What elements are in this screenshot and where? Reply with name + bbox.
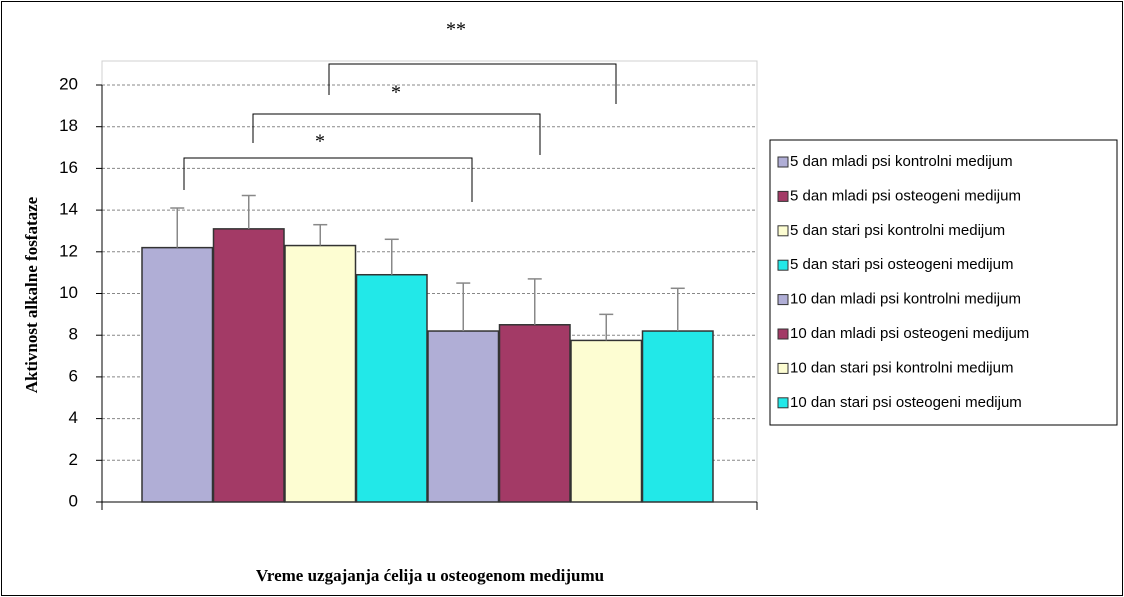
legend-label: 5 dan stari psi osteogeni medijum <box>790 256 1013 273</box>
y-tick-label: 0 <box>69 491 78 510</box>
y-tick-label: 4 <box>69 408 78 427</box>
legend-label: 10 dan mladi psi osteogeni medijum <box>790 325 1029 342</box>
significance-label: * <box>391 82 401 104</box>
significance-bracket <box>183 157 473 202</box>
significance-bracket <box>252 113 541 155</box>
bar <box>641 330 714 503</box>
legend-swatch <box>777 362 789 374</box>
legend-label: 10 dan mladi psi kontrolni medijum <box>790 291 1021 308</box>
legend-swatch <box>777 156 789 168</box>
significance-label: * <box>315 131 325 153</box>
y-tick-label: 18 <box>59 116 78 135</box>
legend-box <box>769 139 1118 426</box>
y-tick-label: 14 <box>59 200 78 219</box>
legend-swatch <box>777 190 789 202</box>
legend-label: 5 dan stari psi kontrolni medijum <box>790 222 1005 239</box>
y-tick-label: 2 <box>69 450 78 469</box>
legend-swatch <box>777 328 789 340</box>
bar <box>284 244 357 503</box>
y-tick-label: 8 <box>69 325 78 344</box>
significance-label: ** <box>446 19 466 41</box>
legend-label: 5 dan mladi psi osteogeni medijum <box>790 187 1021 204</box>
y-tick-label: 6 <box>69 366 78 385</box>
significance-bracket <box>328 63 617 104</box>
y-tick-label: 10 <box>59 283 78 302</box>
bar <box>498 324 571 503</box>
bar <box>141 246 214 503</box>
x-axis-title: Vreme uzgajanja ćelija u osteogenom medi… <box>256 566 604 585</box>
bar <box>355 273 428 503</box>
legend-swatch <box>777 294 789 306</box>
y-tick-label: 12 <box>59 241 78 260</box>
legend-swatch <box>777 225 789 237</box>
legend-swatch <box>777 397 789 409</box>
bar <box>427 330 500 503</box>
bar <box>212 228 285 503</box>
legend-label: 10 dan stari psi kontrolni medijum <box>790 359 1013 376</box>
y-axis-title: Aktivnost alkalne fosfataze <box>22 196 41 393</box>
legend-label: 10 dan stari psi osteogeni medijum <box>790 394 1022 411</box>
legend-swatch <box>777 259 789 271</box>
y-tick-label: 16 <box>59 158 78 177</box>
legend-label: 5 dan mladi psi kontrolni medijum <box>790 153 1013 170</box>
y-tick-label: 20 <box>59 74 78 93</box>
bar <box>570 339 643 503</box>
